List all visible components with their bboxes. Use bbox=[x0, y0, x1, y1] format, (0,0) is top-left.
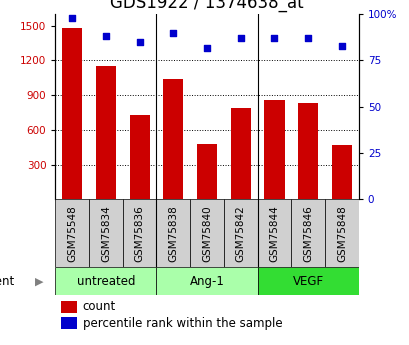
Point bbox=[270, 36, 277, 41]
Bar bbox=[264, 100, 284, 199]
Text: count: count bbox=[83, 300, 116, 313]
Text: ▶: ▶ bbox=[35, 276, 43, 286]
Bar bbox=[156, 199, 190, 267]
Bar bbox=[61, 300, 76, 313]
Bar bbox=[196, 144, 217, 199]
Text: GSM75548: GSM75548 bbox=[67, 205, 77, 262]
Bar bbox=[62, 28, 82, 199]
Bar bbox=[223, 199, 257, 267]
Text: GSM75836: GSM75836 bbox=[134, 205, 144, 262]
Text: VEGF: VEGF bbox=[292, 275, 323, 288]
Text: agent: agent bbox=[0, 275, 14, 288]
Point bbox=[136, 39, 143, 45]
Point bbox=[69, 15, 75, 21]
Point bbox=[102, 34, 109, 39]
Bar bbox=[55, 267, 156, 295]
Title: GDS1922 / 1374638_at: GDS1922 / 1374638_at bbox=[110, 0, 303, 11]
Text: GSM75834: GSM75834 bbox=[101, 205, 111, 262]
Point bbox=[304, 36, 311, 41]
Bar bbox=[257, 267, 358, 295]
Point bbox=[338, 43, 344, 48]
Bar bbox=[190, 199, 223, 267]
Bar bbox=[163, 79, 183, 199]
Bar bbox=[230, 108, 250, 199]
Text: GSM75844: GSM75844 bbox=[269, 205, 279, 262]
Bar bbox=[297, 103, 317, 199]
Bar bbox=[257, 199, 291, 267]
Bar bbox=[89, 199, 122, 267]
Text: GSM75842: GSM75842 bbox=[235, 205, 245, 262]
Bar bbox=[291, 199, 324, 267]
Bar bbox=[324, 199, 358, 267]
Text: untreated: untreated bbox=[76, 275, 135, 288]
Text: GSM75848: GSM75848 bbox=[336, 205, 346, 262]
Text: GSM75838: GSM75838 bbox=[168, 205, 178, 262]
Text: GSM75846: GSM75846 bbox=[302, 205, 312, 262]
Bar bbox=[61, 317, 76, 329]
Point bbox=[237, 36, 243, 41]
Point bbox=[203, 45, 210, 50]
Text: percentile rank within the sample: percentile rank within the sample bbox=[83, 317, 281, 330]
Point bbox=[170, 30, 176, 36]
Text: Ang-1: Ang-1 bbox=[189, 275, 224, 288]
Bar bbox=[129, 115, 149, 199]
Bar bbox=[156, 267, 257, 295]
Text: GSM75840: GSM75840 bbox=[202, 205, 211, 262]
Bar bbox=[331, 145, 351, 199]
Bar bbox=[96, 66, 116, 199]
Bar bbox=[55, 199, 89, 267]
Bar bbox=[122, 199, 156, 267]
